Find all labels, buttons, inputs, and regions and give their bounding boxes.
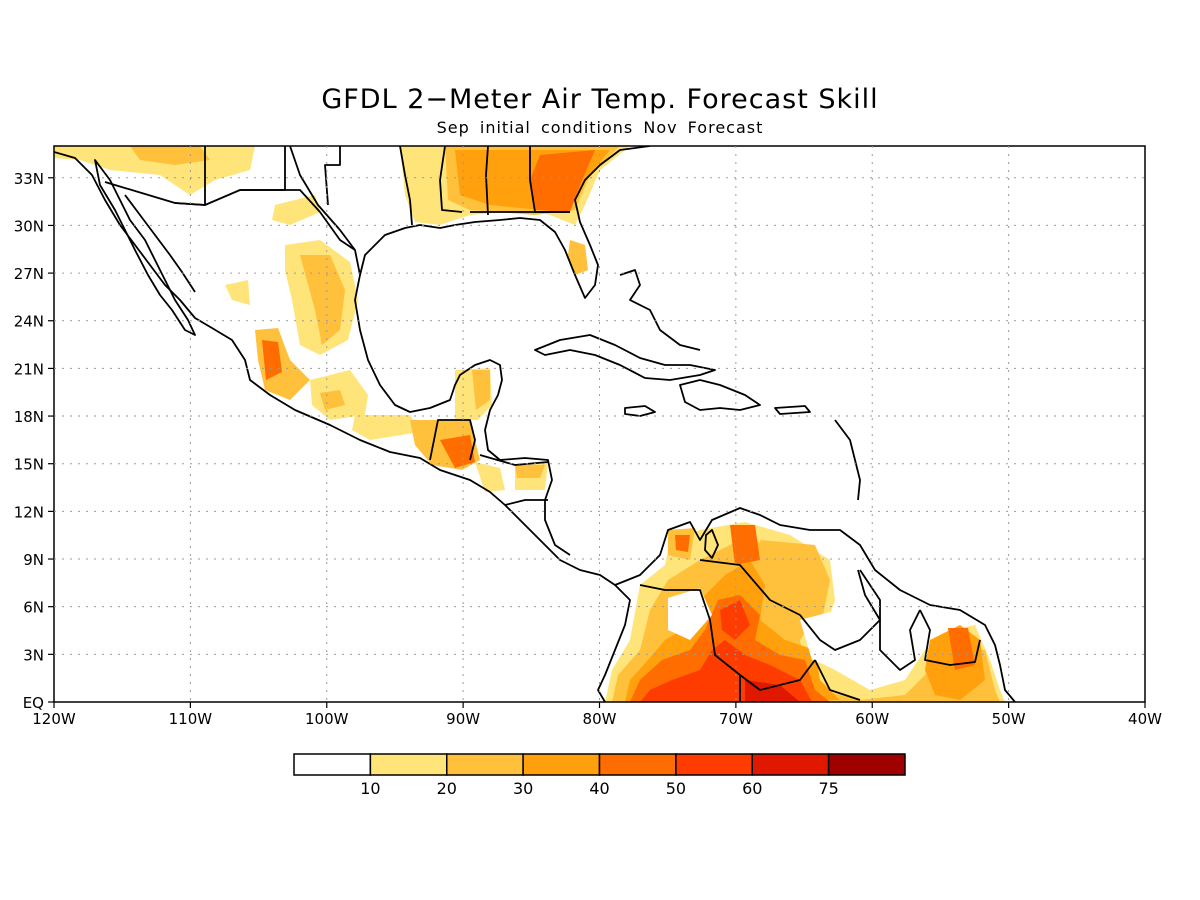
colorbar-swatch [598, 753, 677, 776]
map-title: GFDL 2−Meter Air Temp. Forecast Skill [321, 84, 879, 115]
lat-tick-label: 15N [14, 456, 44, 474]
blank-sa-2 [800, 612, 845, 668]
border-brazil [739, 659, 861, 702]
colorbar-label: 20 [437, 779, 457, 798]
colorbar-label: 30 [513, 779, 533, 798]
shade-colombia-n2 [675, 535, 690, 552]
lon-tick-label: 100W [305, 710, 349, 728]
lon-tick-label: 40W [1128, 710, 1162, 728]
lat-axis: EQ 3N 6N 9N 12N 15N 18N 21N 24N 27N 30N 33N [14, 170, 54, 712]
shade-mx-w [225, 280, 250, 305]
lon-tick-label: 110W [169, 710, 213, 728]
shade-venezuela-w [730, 525, 760, 565]
shade-sa-7 [745, 680, 800, 702]
shade-nw-2 [130, 146, 210, 165]
shade-georgia [530, 150, 595, 212]
lon-tick-label: 60W [855, 710, 889, 728]
border-suriname [919, 609, 981, 666]
colorbar-swatch [675, 753, 753, 776]
coast-jamaica [624, 405, 656, 417]
map-subtitle: Sep initial conditions Nov Forecast [436, 118, 764, 137]
colorbar-swatch [446, 753, 524, 776]
colorbar-label: 40 [589, 779, 609, 798]
lat-tick-label: 6N [23, 599, 44, 617]
lat-tick-label: EQ [23, 694, 44, 712]
gridlines [54, 146, 1145, 702]
colorbar: 10 20 30 40 50 60 75 [293, 753, 906, 798]
blank-sa-1 [668, 588, 712, 640]
coast-pr [774, 405, 811, 415]
coast-antilles [834, 419, 861, 501]
coast-bahamas [619, 269, 701, 351]
lat-tick-label: 12N [14, 503, 44, 521]
border-tx [324, 146, 341, 206]
border-ms [439, 146, 463, 213]
border-la [399, 146, 413, 226]
coast-baja-inner [124, 194, 196, 293]
lat-tick-label: 9N [23, 551, 44, 569]
shade-nicaragua-2 [515, 465, 545, 478]
shade-mx-sw-2 [262, 340, 282, 380]
colorbar-swatch [293, 753, 372, 776]
colorbar-swatch [751, 753, 830, 776]
lon-tick-label: 50W [992, 710, 1026, 728]
shade-venezuela-e [760, 540, 830, 620]
colorbar-swatch [827, 753, 906, 776]
lon-tick-label: 80W [583, 710, 617, 728]
lat-tick-label: 30N [14, 217, 44, 235]
lat-tick-label: 27N [14, 265, 44, 283]
border-colombia [639, 584, 816, 691]
shade-mx-central-2 [300, 255, 345, 345]
coast-sa-north [614, 507, 1016, 702]
colorbar-swatch [369, 753, 448, 776]
shade-mx-se [352, 415, 420, 440]
coast-pacific [54, 151, 631, 702]
border-nicaragua [504, 499, 548, 506]
lat-tick-label: 18N [14, 408, 44, 426]
shade-florida [568, 240, 588, 275]
coast-us-gulf [359, 146, 651, 299]
border-guyana [859, 569, 921, 671]
coastlines [54, 146, 1016, 702]
coast-cuba [534, 334, 716, 381]
border-guatemala [429, 419, 476, 461]
shade-guatemala-2 [440, 435, 475, 468]
lat-tick-label: 21N [14, 360, 44, 378]
border-mx-us [104, 181, 356, 251]
border-venezuela [699, 559, 881, 651]
lat-tick-label: 3N [23, 646, 44, 664]
shade-honduras [475, 462, 505, 492]
lon-tick-label: 120W [32, 710, 76, 728]
colorbar-label: 60 [742, 779, 762, 798]
lat-tick-label: 33N [14, 170, 44, 188]
border-honduras [479, 454, 549, 466]
lon-axis: 120W 110W 100W 90W 80W 70W 60W 50W 40W [32, 702, 1162, 728]
shade-sa-6 [720, 600, 750, 640]
coast-hispaniola [679, 379, 761, 411]
colorbar-label: 50 [666, 779, 686, 798]
lat-tick-label: 24N [14, 313, 44, 331]
blank-sa-3 [848, 600, 935, 680]
shade-tx [272, 195, 320, 225]
shade-guiana-2 [948, 628, 975, 670]
coast-maracaibo [704, 529, 719, 559]
colorbar-label: 10 [360, 779, 380, 798]
colorbar-label: 75 [818, 779, 838, 798]
coast-gulf [289, 146, 571, 556]
border-al [485, 146, 489, 216]
lon-tick-label: 90W [446, 710, 480, 728]
colorbar-swatch [522, 753, 601, 776]
lon-tick-label: 70W [719, 710, 753, 728]
coast-baja [94, 159, 196, 336]
shade-yucatan-2 [472, 370, 490, 410]
skill-shading [54, 146, 1005, 702]
